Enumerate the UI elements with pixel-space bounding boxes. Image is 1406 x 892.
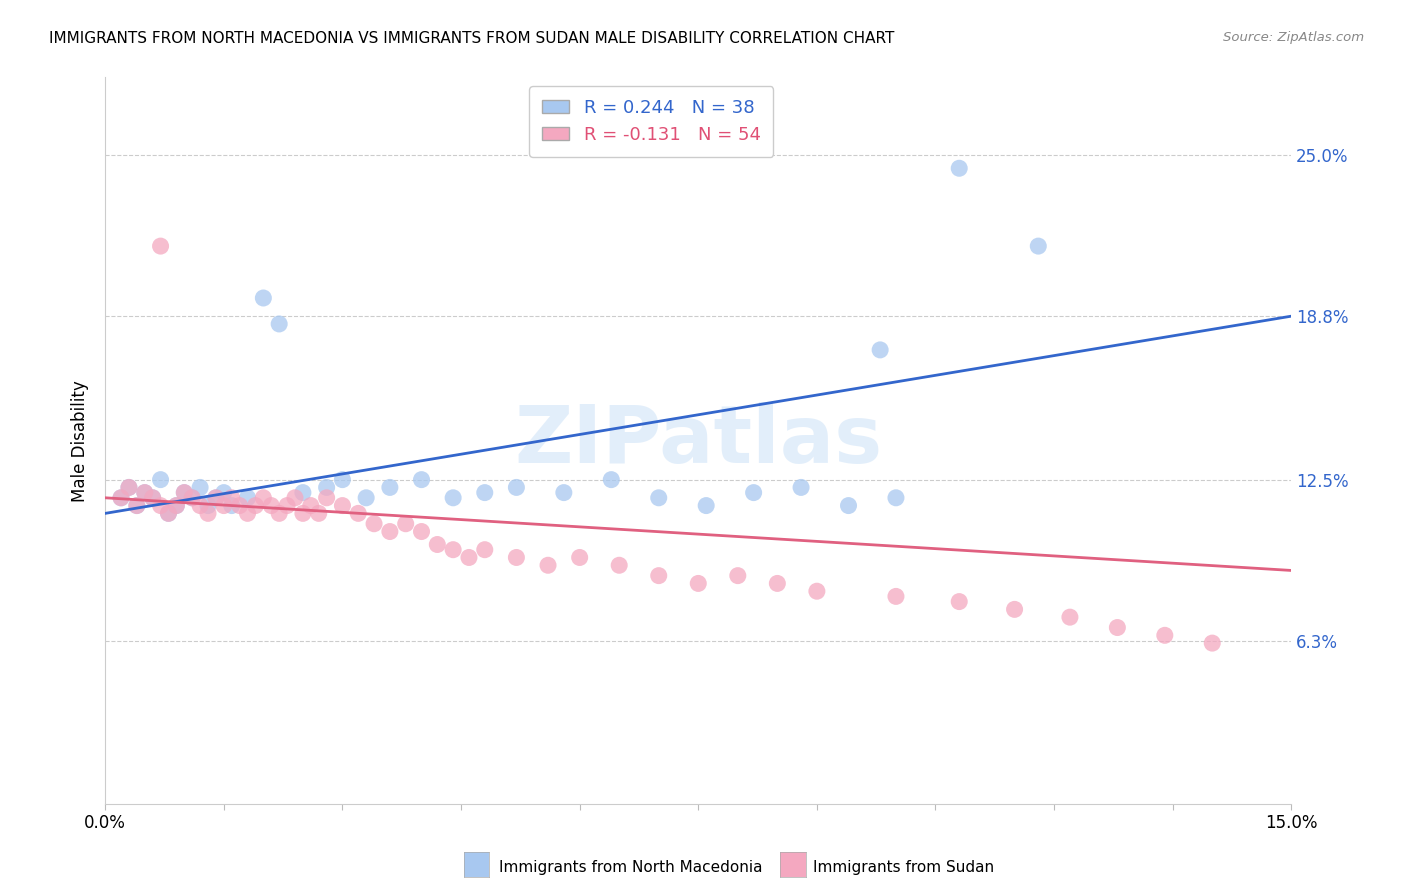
Point <box>1107 621 1129 635</box>
Text: Immigrants from North Macedonia: Immigrants from North Macedonia <box>499 860 762 874</box>
Point <box>695 499 717 513</box>
Point <box>212 499 235 513</box>
Point <box>315 480 337 494</box>
Point <box>188 499 211 513</box>
Point <box>505 480 527 494</box>
Point <box>537 558 560 573</box>
Point <box>276 499 298 513</box>
Point <box>411 473 433 487</box>
Point <box>142 491 165 505</box>
Point <box>378 480 401 494</box>
Point <box>600 473 623 487</box>
Point <box>363 516 385 531</box>
Point <box>260 499 283 513</box>
Point <box>884 590 907 604</box>
Point <box>648 568 671 582</box>
Point <box>727 568 749 582</box>
Y-axis label: Male Disability: Male Disability <box>72 380 89 501</box>
Point <box>205 491 228 505</box>
Point <box>742 485 765 500</box>
Point <box>948 161 970 176</box>
Point <box>284 491 307 505</box>
Point <box>505 550 527 565</box>
Point <box>1201 636 1223 650</box>
Point <box>1153 628 1175 642</box>
Point <box>149 499 172 513</box>
Point <box>378 524 401 539</box>
Point <box>245 499 267 513</box>
Point <box>118 480 141 494</box>
Point <box>221 491 243 505</box>
Point <box>1004 602 1026 616</box>
Point <box>1026 239 1049 253</box>
Text: Source: ZipAtlas.com: Source: ZipAtlas.com <box>1223 31 1364 45</box>
Point <box>149 473 172 487</box>
Point <box>134 485 156 500</box>
Point <box>869 343 891 357</box>
Point <box>837 499 859 513</box>
Point <box>354 491 377 505</box>
Point <box>149 239 172 253</box>
Point <box>118 480 141 494</box>
Point <box>806 584 828 599</box>
Point <box>948 594 970 608</box>
Point <box>228 499 250 513</box>
Point <box>173 485 195 500</box>
Point <box>332 499 354 513</box>
Point <box>332 473 354 487</box>
Point <box>181 491 204 505</box>
Point <box>411 524 433 539</box>
Text: ZIPatlas: ZIPatlas <box>515 401 883 480</box>
Point <box>165 499 187 513</box>
Point <box>142 491 165 505</box>
Point <box>315 491 337 505</box>
Point <box>441 542 464 557</box>
Point <box>252 291 274 305</box>
Point <box>553 485 575 500</box>
Point <box>157 507 180 521</box>
Point <box>291 485 314 500</box>
Point <box>474 485 496 500</box>
Text: IMMIGRANTS FROM NORTH MACEDONIA VS IMMIGRANTS FROM SUDAN MALE DISABILITY CORRELA: IMMIGRANTS FROM NORTH MACEDONIA VS IMMIG… <box>49 31 894 46</box>
Point <box>205 491 228 505</box>
Point <box>568 550 591 565</box>
Point <box>236 507 259 521</box>
Point <box>269 317 291 331</box>
Point <box>125 499 148 513</box>
Point <box>299 499 322 513</box>
Point <box>648 491 671 505</box>
Point <box>252 491 274 505</box>
Point <box>766 576 789 591</box>
Point <box>426 537 449 551</box>
Point <box>688 576 710 591</box>
Text: Immigrants from Sudan: Immigrants from Sudan <box>813 860 994 874</box>
Point <box>181 491 204 505</box>
Point <box>441 491 464 505</box>
Point <box>110 491 132 505</box>
Point <box>790 480 813 494</box>
Point <box>173 485 195 500</box>
Point <box>1059 610 1081 624</box>
Point <box>458 550 481 565</box>
Legend: R = 0.244   N = 38, R = -0.131   N = 54: R = 0.244 N = 38, R = -0.131 N = 54 <box>530 87 773 157</box>
Point <box>607 558 630 573</box>
Point <box>197 507 219 521</box>
Point <box>212 485 235 500</box>
Point <box>291 507 314 521</box>
Point <box>197 499 219 513</box>
Point <box>157 507 180 521</box>
Point <box>347 507 370 521</box>
Point <box>221 499 243 513</box>
Point <box>165 499 187 513</box>
Point <box>134 485 156 500</box>
Point <box>395 516 418 531</box>
Point <box>474 542 496 557</box>
Point <box>884 491 907 505</box>
Point <box>236 491 259 505</box>
Point <box>269 507 291 521</box>
Point <box>125 499 148 513</box>
Point <box>110 491 132 505</box>
Point <box>308 507 330 521</box>
Point <box>188 480 211 494</box>
